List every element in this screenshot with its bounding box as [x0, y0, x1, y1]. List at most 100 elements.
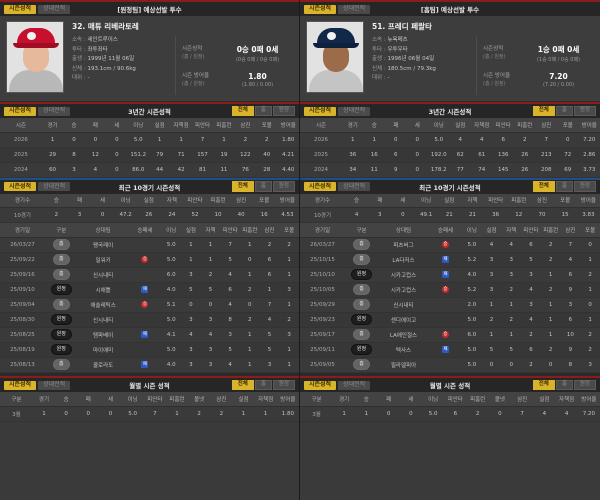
away-team-monthly-tab-0[interactable]: 시즌성적 — [4, 380, 37, 390]
table-row[interactable]: 25/09/16 홈 신시내티 6.0 3 2 4 1 6 1 — [0, 267, 299, 283]
away-team-season-table-head: 시즌 경기 승 패 세 이닝 실점 자책점 피안타 피홈런 삼진 포볼 방어율 — [0, 118, 299, 133]
opponent-name: 텍사스 — [378, 342, 429, 358]
home-team-monthly-filter-2[interactable]: 원정 — [573, 379, 596, 391]
home-team-top-tab-0[interactable]: 시즌성적 — [304, 4, 337, 14]
summary-stat-1: 시즌 방어율 (홈 / 원정) 7.20 (7.20 / 0.00) — [483, 72, 594, 88]
away-team-top-tab-1[interactable]: 상대전적 — [38, 4, 71, 14]
home-team-season-cell-6: 62 — [449, 147, 471, 163]
game-date: 25/09/17 — [300, 327, 345, 343]
table-row[interactable]: 25/10/15 홈 LA다저스 패 5.2 3 3 5 2 4 1 — [300, 252, 600, 268]
home-team-season-col-3: 패 — [385, 118, 407, 133]
home-team-season-cell-1: 34 — [342, 162, 364, 178]
home-team-season-tab-1[interactable]: 상대전적 — [338, 106, 371, 116]
table-row[interactable]: 25/08/07원정LA다저스4.0326111 — [0, 372, 299, 373]
table-row[interactable]: 25/09/10 원정 시애틀 패 4.0 5 5 6 2 1 3 — [0, 282, 299, 298]
table-row[interactable]: 26/03/27 홈 피츠버그 승 5.0 4 4 6 2 7 0 — [300, 237, 600, 253]
away-team-monthly-tab-1[interactable]: 상대전적 — [38, 380, 71, 390]
home-team-recent-cell-9: 70 — [530, 207, 554, 223]
away-team-recent-filter-0[interactable]: 전체 — [231, 181, 254, 192]
player-name: 51. 프레디 페랄타 — [372, 22, 432, 31]
home-team-monthly-tab-1[interactable]: 상대전적 — [338, 380, 371, 390]
table-row: 2025 29 8 12 0 151.2 79 71 157 19 122 40 4.21 — [0, 147, 299, 163]
game-venue-cell: 원정 — [44, 342, 78, 358]
table-row[interactable]: 25/08/30원정토론토승6.0001081 — [300, 372, 600, 373]
table-row[interactable]: 25/09/29 홈 신시내티 2.0 1 1 3 1 3 0 — [300, 297, 600, 313]
away-team-season-filter-2[interactable]: 원정 — [272, 105, 295, 117]
table-row[interactable]: 25/08/25 원정 탬파베이 패 4.1 4 4 3 1 5 3 — [0, 327, 299, 343]
table-row[interactable]: 25/09/04 홈 애슬레틱스 승 5.1 0 0 4 0 7 1 — [0, 297, 299, 313]
stat-hr: 2 — [540, 252, 561, 268]
home-team-season-filter-2[interactable]: 원정 — [573, 105, 596, 117]
away-team-season-col-6: 실점 — [148, 118, 171, 133]
away-team-monthly-filter-2[interactable]: 원정 — [272, 379, 295, 391]
table-row[interactable]: 25/10/10 원정 시카고컵스 패 4.0 3 3 3 1 6 2 — [300, 267, 600, 283]
stat-r: 3 — [481, 252, 502, 268]
home-team-top-tab-1[interactable]: 상대전적 — [338, 4, 371, 14]
home-team-recent-table-head: 경기수 승 패 세 이닝 실점 자책 피안타 피홈런 삼진 포볼 방어율 — [300, 193, 600, 208]
table-row[interactable]: 25/09/22 홈 밀워키 승 5.0 1 1 5 0 6 1 — [0, 252, 299, 268]
table-row[interactable]: 25/08/19 원정 마이애미 5.0 3 3 5 1 5 1 — [0, 342, 299, 358]
stat-ip: 4.1 — [161, 327, 182, 343]
away-team-gamelog-col-6: 자책 — [200, 223, 221, 238]
away-team-top-tab-0[interactable]: 시즌성적 — [4, 4, 37, 14]
player-position-label: 대위 : — [72, 75, 88, 81]
home-team-recent-filter-1[interactable]: 홈 — [555, 181, 573, 192]
away-team-monthly-col-2: 승 — [55, 392, 78, 407]
venue-badge: 홈 — [353, 359, 370, 370]
table-row[interactable]: 25/08/30 원정 신시내티 5.0 3 3 8 2 4 2 — [0, 312, 299, 328]
stat-h: 4 — [220, 297, 240, 313]
away-team-season-tab-0[interactable]: 시즌성적 — [4, 106, 37, 116]
home-team-monthly-tab-0[interactable]: 시즌성적 — [304, 380, 337, 390]
away-team-recent-filter-2[interactable]: 원정 — [272, 181, 295, 192]
home-team-season-filter-0[interactable]: 전체 — [532, 105, 555, 117]
away-team-recent-tab-0[interactable]: 시즌성적 — [4, 182, 37, 191]
away-team-recent-table-head: 경기수 승 패 세 이닝 실점 자책 피안타 피홈런 삼진 포볼 방어율 — [0, 193, 299, 208]
away-team-monthly-filter-1[interactable]: 홈 — [254, 379, 272, 391]
home-team-monthly-filter-0[interactable]: 전체 — [532, 379, 555, 391]
stat-r: 0 — [481, 372, 502, 373]
stat-bb: 1 — [279, 267, 299, 283]
stat-er: 3 — [200, 357, 221, 373]
table-row[interactable]: 25/09/05 홈 필라델피아 5.0 0 0 2 0 8 3 — [300, 357, 600, 373]
away-team-season-filter-0[interactable]: 전체 — [231, 105, 254, 117]
away-team-recent-cell-5: 26 — [137, 207, 161, 223]
stat-ip: 5.0 — [462, 342, 482, 358]
home-team-divider — [300, 373, 600, 376]
game-venue-cell: 원정 — [345, 267, 378, 283]
away-team-monthly-table-head: 구분 경기 승 패 세 이닝 피안타 피홈런 볼넷 삼진 실점 자책점 방어율 — [0, 392, 299, 407]
home-team-recent-tab-0[interactable]: 시즌성적 — [304, 182, 337, 191]
home-team-monthly-filter-1[interactable]: 홈 — [555, 379, 573, 391]
home-team-season-filter-1[interactable]: 홈 — [555, 105, 573, 117]
table-row[interactable]: 25/09/23 원정 샌디에이고 5.0 2 2 4 1 6 1 — [300, 312, 600, 328]
game-date: 25/08/25 — [0, 327, 45, 343]
away-team-recent-filter-1[interactable]: 홈 — [254, 181, 272, 192]
home-team-recent-filter-2[interactable]: 원정 — [573, 181, 596, 192]
away-team-recent-tab-1[interactable]: 상대전적 — [38, 182, 71, 191]
stat-so: 6 — [560, 267, 581, 283]
home-team-recent-filter-0[interactable]: 전체 — [532, 181, 555, 192]
venue-badge: 홈 — [52, 239, 70, 250]
away-team-divider — [0, 373, 299, 376]
table-row[interactable]: 26/03/27 홈 팽국레이 5.0 1 1 7 1 2 2 — [0, 237, 299, 253]
table-row[interactable]: 25/08/13 홈 콜로라도 패 4.0 3 3 4 1 3 1 — [0, 357, 299, 373]
away-team-recent-cell-8: 10 — [206, 207, 230, 223]
away-team-monthly-filter-0[interactable]: 전체 — [231, 379, 254, 391]
away-team-recent-filter-group: 전체 홈 원정 — [231, 181, 295, 192]
away-team-season-filter-1[interactable]: 홈 — [254, 105, 272, 117]
table-row[interactable]: 25/09/11 원정 텍사스 패 5.0 5 5 6 2 9 2 — [300, 342, 600, 358]
home-team-monthly-cell-12: 7.20 — [577, 406, 600, 422]
away-team-recent-col-8: 피홈런 — [206, 193, 230, 208]
table-row[interactable]: 25/10/05 홈 시카고컵스 승 5.2 3 2 4 2 9 1 — [300, 282, 600, 298]
home-team-season-cell-5: 192.0 — [428, 147, 450, 163]
game-venue-cell: 원정 — [44, 282, 78, 298]
away-team-monthly-cell-12: 1.80 — [276, 406, 299, 422]
opponent-name: 피츠버그 — [378, 237, 429, 253]
venue-badge: 원정 — [50, 344, 72, 355]
panel-away-team: 시즌성적 상대전적 [원정팀] 예상선발 투수 32. 매튜 리베라토레 소속 : 세인… — [0, 0, 300, 500]
home-team-season-tab-0[interactable]: 시즌성적 — [304, 106, 337, 116]
home-team-recent-tab-1[interactable]: 상대전적 — [338, 182, 371, 191]
home-team-monthly-col-8: 볼넷 — [488, 392, 511, 407]
table-row[interactable]: 25/09/17 홈 LA에인절스 승 6.0 1 1 2 1 10 2 — [300, 327, 600, 343]
away-team-season-tab-1[interactable]: 상대전적 — [38, 106, 71, 116]
stat-so: 6 — [560, 312, 581, 328]
